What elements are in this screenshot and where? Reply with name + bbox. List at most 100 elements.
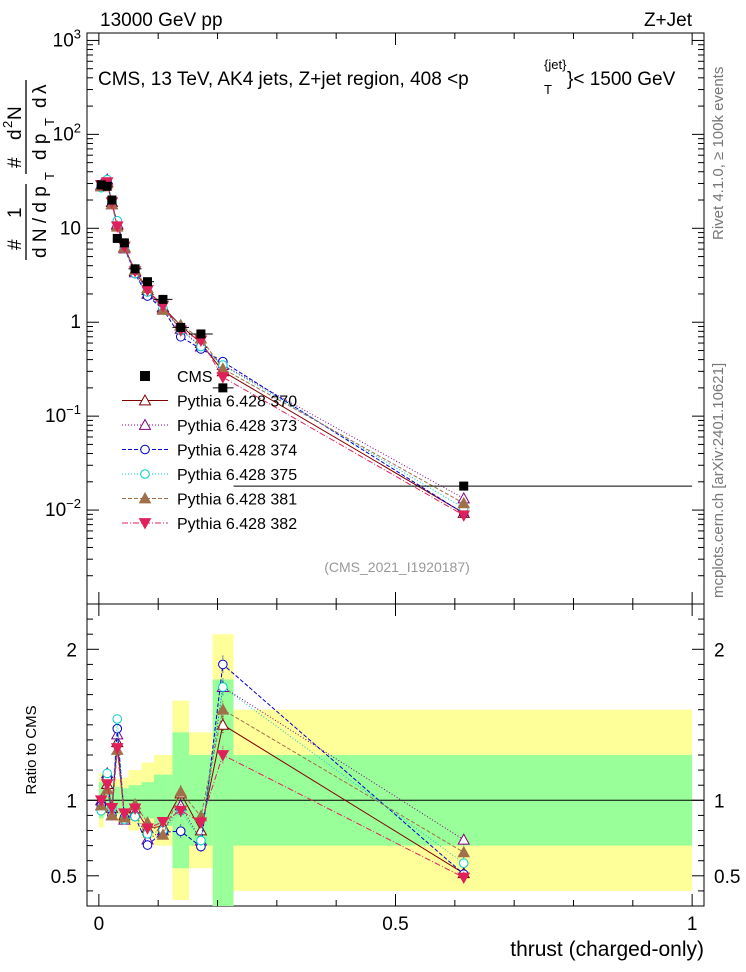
svg-text:N: N: [5, 106, 26, 120]
ratio-marker-2: [175, 826, 186, 836]
ratio-marker-5: [100, 779, 114, 791]
ratio-marker-5: [216, 750, 230, 762]
y-axis-label-ratio: Ratio to CMS: [23, 705, 40, 794]
legend-label-2: Pythia 6.428 374: [177, 443, 297, 460]
ratio-marker-5: [141, 823, 154, 835]
ratio-marker-5: [174, 805, 188, 818]
header-energy: 13000 GeV pp: [100, 10, 223, 31]
plot-title-sub: T: [544, 82, 552, 97]
ratio-marker-4: [216, 703, 230, 715]
ratio-y-tick-label: 1: [66, 791, 77, 812]
data-point: [107, 195, 117, 205]
series-line-1: [100, 178, 464, 499]
ratio-y-tick-label: 2: [66, 640, 77, 661]
ratio-band-inner: [212, 679, 234, 906]
legend-marker-0: [138, 393, 152, 406]
x-axis-label: thrust (charged-only): [510, 938, 704, 961]
legend-marker-data: [140, 371, 150, 381]
plot-title-main: CMS, 13 TeV, AK4 jets, Z+jet region, 408…: [98, 69, 469, 90]
svg-text:#: #: [5, 239, 26, 250]
y-tick-label: 102: [53, 120, 81, 145]
legend-marker-1: [138, 418, 152, 430]
svg-text:#: #: [5, 157, 26, 168]
ratio-marker-5: [128, 803, 142, 815]
axis-ticks: 0 0.5 1 10−2 10−1 1 10 102 103 0.5 0.5 1 1 2 2: [45, 26, 740, 935]
ratio-marker-3: [458, 858, 469, 869]
svg-text:T: T: [42, 118, 57, 126]
legend-marker-5: [138, 518, 152, 530]
x-tick-label: 1: [687, 914, 698, 935]
svg-text:λ: λ: [30, 84, 51, 94]
ratio-marker-3: [102, 768, 112, 779]
ratio-marker-5: [94, 795, 108, 807]
data-point: [196, 329, 206, 339]
data-point: [102, 181, 112, 191]
ratio-marker-4: [457, 845, 471, 858]
ratio-marker-5: [194, 817, 208, 829]
legend-label-5: Pythia 6.428 382: [177, 516, 297, 533]
ratio-marker-3: [218, 682, 228, 692]
ratio-marker-5: [105, 802, 119, 815]
svg-text:1: 1: [5, 207, 26, 218]
legend-marker-4: [138, 491, 152, 504]
data-point: [130, 264, 140, 274]
series-line-2: [100, 179, 464, 514]
data-point: [119, 238, 129, 248]
plot-title-rest: }< 1500 GeV: [567, 69, 676, 90]
ratio-y-tick-label-right: 2: [714, 640, 725, 661]
svg-text:d: d: [5, 129, 26, 140]
ratio-marker-2: [218, 659, 228, 670]
data-point: [158, 294, 168, 304]
svg-text:d: d: [30, 97, 51, 108]
x-tick-label: 0: [94, 914, 105, 935]
y-tick-label: 10−1: [45, 402, 81, 427]
legend-marker-2: [140, 444, 150, 455]
y-tick-label: 1: [70, 312, 81, 333]
plot-title: CMS, 13 TeV, AK4 jets, Z+jet region, 408…: [98, 57, 676, 97]
y-tick-label: 10−2: [45, 496, 81, 521]
ratio-y-tick-label-right: 0.5: [714, 867, 740, 888]
ratio-marker-1: [457, 833, 471, 845]
rivet-label: Rivet 4.1.0, ≥ 100k events: [710, 67, 727, 240]
ratio-y-tick-label: 0.5: [51, 867, 77, 888]
ratio-uncertainty-bands: [98, 634, 693, 906]
plot-title-sup: {jet}: [544, 57, 567, 72]
ratio-marker-3: [196, 835, 206, 846]
ratio-marker-3: [112, 714, 123, 724]
legend-label-1: Pythia 6.428 373: [177, 418, 297, 435]
series-marker-4: [457, 496, 471, 509]
ratio-y-tick-label-right: 1: [714, 791, 725, 812]
series-marker-5: [110, 221, 124, 233]
data-point: [96, 180, 106, 190]
header-process: Z+Jet: [644, 10, 693, 31]
series-line-0: [100, 181, 464, 514]
svg-text:d N / d p: d N / d p: [30, 186, 51, 258]
data-point: [176, 322, 186, 332]
data-point: [143, 277, 153, 287]
y-axis-label-main: # 1 d N / d p T # d 2 N d p T d λ: [0, 80, 57, 260]
ratio-marker-5: [457, 872, 471, 885]
series-marker-5: [216, 372, 230, 384]
ratio-marker-5: [156, 816, 170, 829]
ratio-marker-4: [174, 785, 188, 797]
ratio-marker-2: [142, 840, 153, 850]
legend: CMS Pythia 6.428 370 Pythia 6.428 373 Pythi…: [122, 369, 297, 533]
series-marker-5: [457, 510, 471, 522]
svg-text:T: T: [42, 172, 57, 180]
legend-marker-3: [140, 469, 150, 479]
data-point: [218, 383, 228, 393]
ratio-series-layer: [94, 655, 471, 885]
ratio-marker-4: [156, 828, 170, 840]
y-tick-label: 10: [60, 218, 81, 239]
legend-label-data: CMS: [177, 369, 213, 386]
data-point: [112, 233, 122, 243]
series-line-5: [101, 181, 464, 516]
legend-label-4: Pythia 6.428 381: [177, 492, 297, 509]
legend-label-3: Pythia 6.428 375: [177, 467, 297, 484]
svg-text:2: 2: [0, 121, 15, 128]
legend-label-0: Pythia 6.428 370: [177, 394, 297, 411]
mcplots-label: mcplots.cern.ch [arXiv:2401.10621]: [710, 363, 727, 598]
y-tick-label: 103: [53, 26, 81, 51]
ratio-line-2: [100, 663, 465, 875]
